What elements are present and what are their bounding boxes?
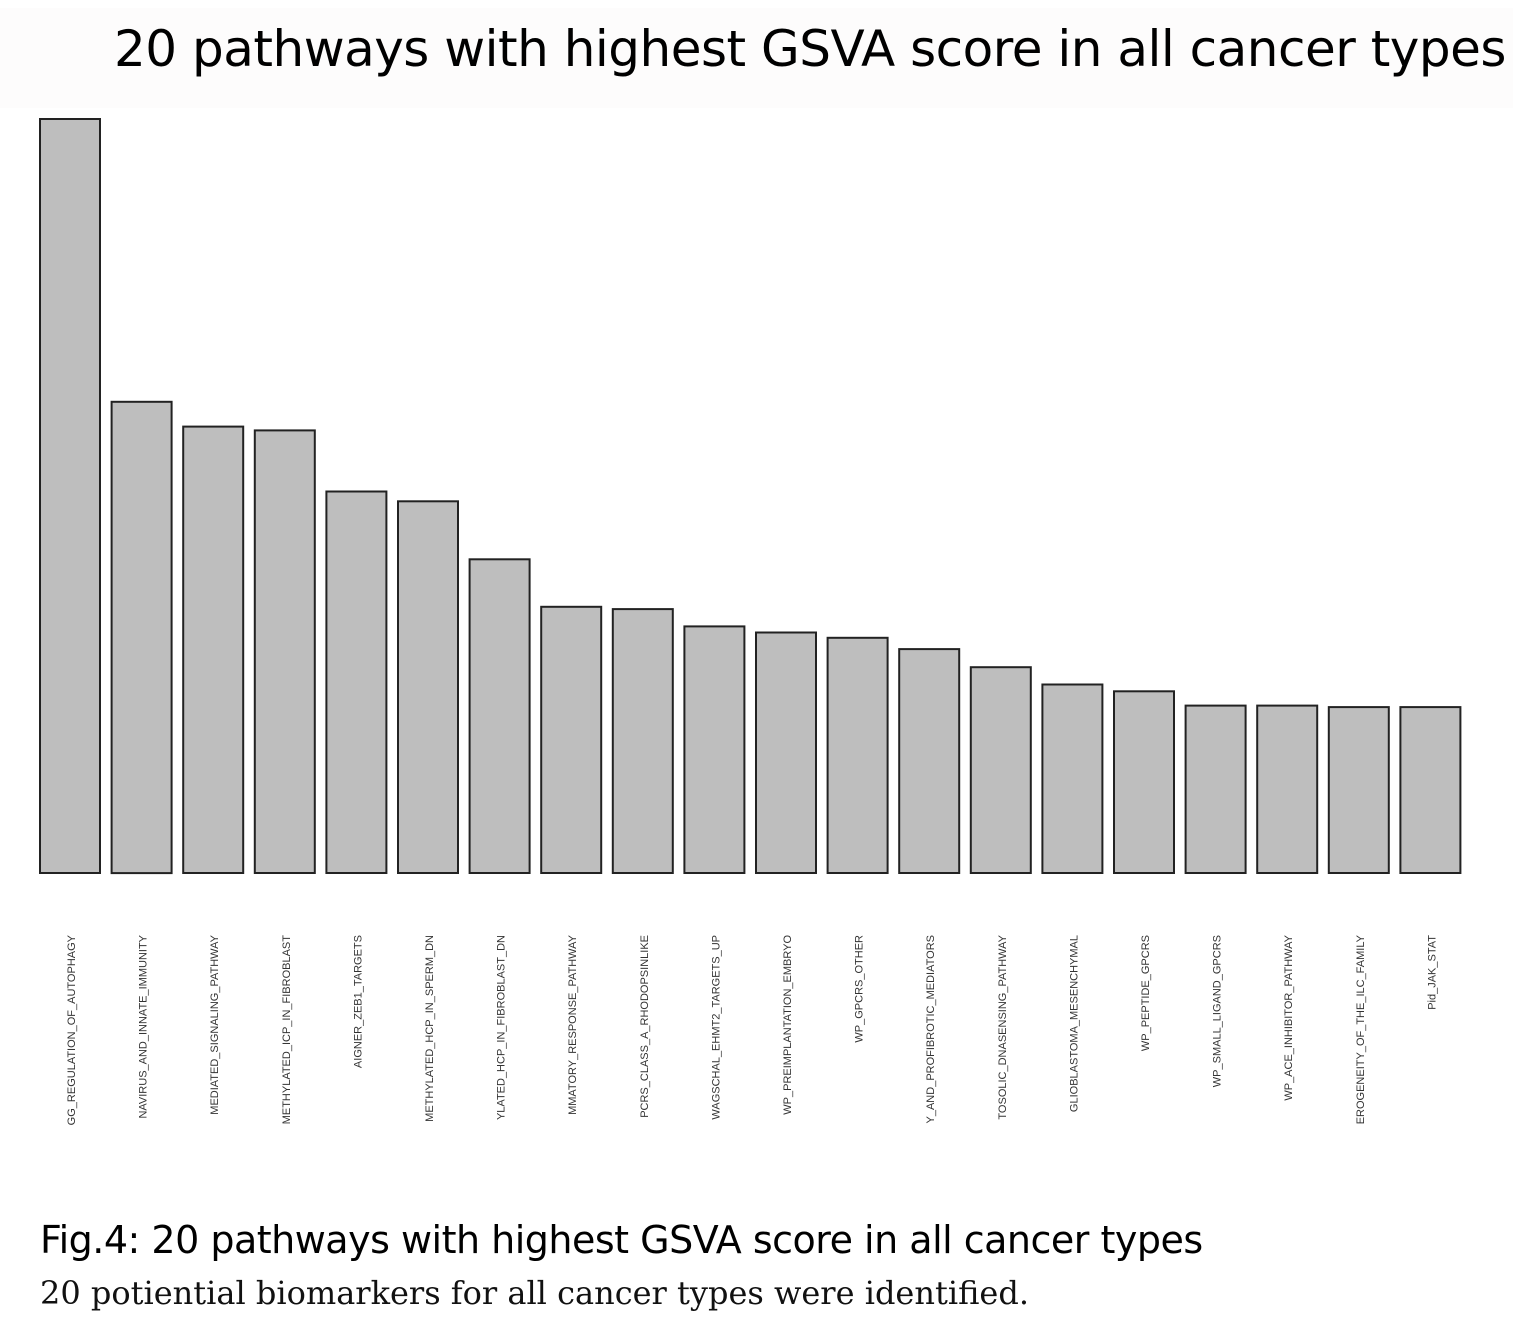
bar-12 (826, 636, 889, 874)
bar-13 (898, 648, 961, 874)
bar-10 (683, 625, 746, 875)
x-tick-label-8: MMATORY_RESPONSE_PATHWAY (567, 934, 579, 1115)
bar-3 (182, 425, 245, 874)
x-tick-label-16: WP_PEPTIDE_GPCRS (1140, 935, 1152, 1051)
x-tick-label-18: WP_ACE_INHIBITOR_PATHWAY (1283, 934, 1295, 1100)
bar-5 (325, 490, 388, 874)
x-tick-label-6: METHYLATED_HCP_IN_SPERM_DN (424, 935, 436, 1122)
bar-6 (397, 500, 459, 874)
bar-16 (1113, 690, 1175, 874)
bar-2 (110, 400, 173, 875)
bar-18 (1256, 704, 1319, 874)
bar-chart: GG_REGULATION_OF_AUTOPHAGY NAVIRUS_AND_IN… (39, 118, 1462, 1125)
x-tick-label-15: GLIOBLASTOMA_MESENCHYMAL (1068, 935, 1080, 1112)
x-tick-label-14: TOSOLIC_DNASENSING_PATHWAY (997, 934, 1009, 1119)
x-tick-label-9: PCRS_CLASS_A_RHODOPSINLIKE (639, 935, 651, 1118)
x-tick-label-19: EROGENEITY_OF_THE_ILC_FAMILY (1355, 934, 1367, 1124)
bar-11 (755, 631, 817, 874)
x-tick-label-17: WP_SMALL_LIGAND_GPCRS (1212, 935, 1224, 1087)
x-tick-label-11: WP_PREIMPLANTATION_EMBRYO (782, 935, 794, 1115)
x-tick-label-12: WP_GPCRS_OTHER (854, 935, 866, 1043)
figure-caption-text: 20 potiential biomarkers for all cancer … (40, 1274, 1029, 1312)
chart-title-band: 20 pathways with highest GSVA score in a… (0, 8, 1513, 108)
chart-title: 20 pathways with highest GSVA score in a… (114, 20, 1506, 78)
bar-7 (468, 558, 531, 874)
x-tick-label-13: Y_AND_PROFIBROTIC_MEDIATORS (925, 935, 937, 1123)
bar-9 (611, 608, 674, 874)
x-tick-label-4: METHYLATED_ICP_IN_FIBROBLAST (281, 935, 293, 1125)
bar-15 (1041, 683, 1104, 874)
bar-8 (540, 605, 603, 874)
x-tick-label-2: NAVIRUS_AND_INNATE_IMMUNITY (138, 934, 150, 1118)
bar-19 (1327, 706, 1390, 874)
x-tick-label-20: Pid_JAK_STAT (1426, 935, 1438, 1010)
bar-4 (253, 429, 316, 874)
x-tick-label-7: YLATED_HCP_IN_FIBROBLAST_DN (496, 935, 508, 1120)
bar-17 (1184, 704, 1247, 874)
bar-20 (1399, 706, 1462, 874)
x-tick-label-1: GG_REGULATION_OF_AUTOPHAGY (66, 934, 78, 1125)
x-tick-label-10: WAGSCHAL_EHMT2_TARGETS_UP (710, 935, 722, 1120)
bar-14 (969, 666, 1032, 875)
figure-caption-title: Fig.4: 20 pathways with highest GSVA sco… (40, 1218, 1203, 1262)
x-tick-label-5: AIGNER_ZEB1_TARGETS (352, 935, 364, 1068)
bar-1 (39, 118, 101, 874)
x-tick-label-3: MEDIATED_SIGNALING_PATHWAY (209, 934, 221, 1114)
